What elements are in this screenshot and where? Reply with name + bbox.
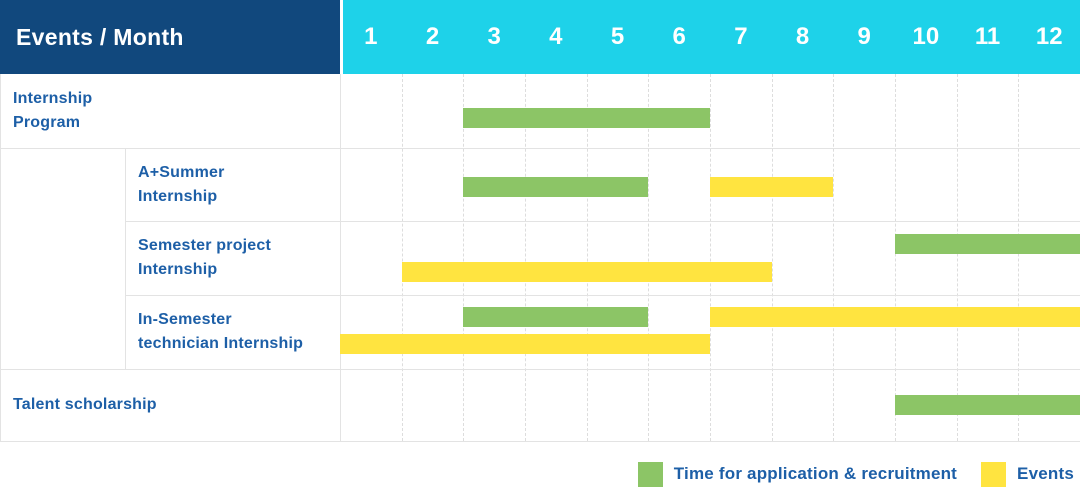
row-label-line: In-Semester (138, 311, 232, 328)
month-gridline-1 (401, 74, 403, 441)
month-gridline-5 (648, 74, 650, 441)
row-divider (0, 148, 1080, 149)
sublabel-column-divider (125, 148, 126, 369)
yellow-gantt-bar-m7-12 (710, 307, 1080, 327)
month-header-cell-2: 2 (425, 23, 440, 50)
row-label-in-semester-technician: In-Semester technician Internship (125, 295, 340, 369)
green-gantt-bar-m10-12 (895, 395, 1080, 415)
green-gantt-bar-m3-6 (463, 108, 710, 128)
legend-label: Events (1017, 464, 1074, 483)
month-gridline-8 (833, 74, 835, 441)
row-label-line: A+Summer (138, 163, 225, 181)
events-month-label: Events / Month (16, 23, 184, 50)
month-header-cell-5: 5 (610, 23, 625, 50)
month-header-cell-4: 4 (549, 23, 563, 50)
row-label-line: Internship (138, 187, 218, 205)
month-header-cell-7: 7 (734, 23, 748, 50)
legend-item-application-recruitment: Time for application & recruitment (637, 461, 958, 487)
table-bottom-border (0, 441, 1080, 442)
month-gridline-2 (463, 74, 465, 441)
table-left-border (0, 74, 1, 441)
month-header-cell-1: 1 (364, 23, 378, 50)
row-label-talent-scholarship: Talent scholarship (0, 369, 340, 441)
row-label-line: technician Internship (138, 335, 304, 352)
row-divider (0, 369, 1080, 370)
month-header-cell-8: 8 (795, 23, 810, 50)
group-label-internship-program: Internship Program (0, 0, 125, 221)
legend-label: Time for application & recruitment (673, 464, 958, 483)
corner-header-cell: Events / Month (0, 0, 340, 74)
row-divider (125, 295, 1080, 296)
legend: Time for application & recruitment Event… (637, 459, 1074, 489)
row-label-semester-project: Semester project Internship (125, 221, 340, 295)
month-area-left-border (340, 74, 341, 441)
green-gantt-bar-m3-5 (463, 307, 649, 327)
green-gantt-bar-m10-12 (895, 234, 1080, 254)
month-header-row: 1 2 3 4 5 6 7 8 9 10 11 12 (340, 0, 1080, 74)
green-swatch-icon (637, 461, 663, 487)
yellow-gantt-bar-m2-7 (401, 262, 772, 282)
row-label-line: Talent scholarship (13, 396, 157, 413)
month-gridline-4 (586, 74, 588, 441)
row-label-line: Internship (138, 261, 218, 278)
group-label-line: Internship (13, 89, 93, 107)
month-header-background (343, 0, 1080, 74)
month-header-cell-3: 3 (487, 23, 501, 50)
month-gridline-7 (771, 74, 773, 441)
green-gantt-bar-m3-5 (463, 177, 649, 197)
legend-item-events: Events (981, 461, 1074, 487)
row-divider (125, 221, 1080, 222)
row-label-a-plus-summer: A+Summer Internship (125, 148, 340, 221)
month-gridline-10 (956, 74, 958, 441)
month-header-cell-12: 12 (1035, 23, 1063, 50)
month-header-cell-9: 9 (857, 23, 871, 50)
month-header-cell-10: 10 (912, 23, 940, 50)
month-gridline-6 (710, 74, 711, 441)
yellow-gantt-bar-m7-8 (710, 177, 834, 197)
yellow-gantt-bar-m1-6 (340, 334, 710, 354)
month-gridline-11 (1018, 74, 1020, 441)
yellow-swatch-icon (981, 461, 1007, 487)
row-label-line: Semester project (138, 237, 272, 254)
month-gridline-9 (895, 74, 896, 441)
month-header-cell-6: 6 (672, 23, 686, 50)
month-header-cell-11: 11 (974, 23, 1001, 50)
month-gridline-3 (525, 74, 526, 441)
group-label-line: Program (13, 113, 81, 131)
